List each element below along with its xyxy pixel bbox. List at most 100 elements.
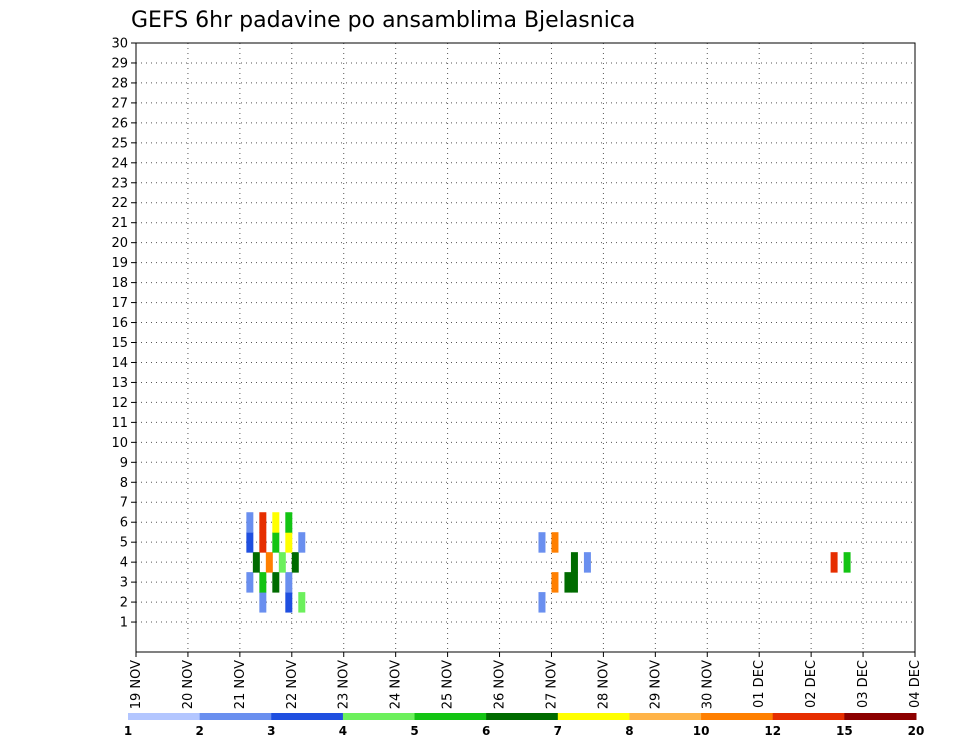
colorbar-label: 20 [908,724,925,738]
heat-cell [285,512,293,533]
x-tick-label: 03 DEC [856,660,871,708]
heat-cell [259,512,267,533]
chart-title: GEFS 6hr padavine po ansamblima Bjelasni… [131,8,635,33]
heat-cell [285,572,293,593]
x-tick-label: 23 NOV [337,660,352,709]
colorbar-swatch [557,713,630,720]
heat-cell [538,592,546,613]
y-tick-label: 11 [111,416,128,431]
colorbar: 1 2 3 4 5 6 7 8 10 12 15 20 [124,713,925,738]
y-tick-label: 15 [111,336,128,351]
y-tick-label: 14 [111,356,128,371]
heat-cell [246,512,254,533]
heat-cell [272,532,280,553]
y-tick-label: 7 [120,496,128,511]
y-tick-label: 17 [111,296,128,311]
x-tick-label: 22 NOV [285,660,300,709]
x-tick-label: 04 DEC [908,660,923,708]
heat-cell [570,552,578,573]
heat-cell [278,552,286,573]
y-tick-label: 5 [120,536,128,551]
colorbar-swatch [844,713,917,720]
x-tick-label: 30 NOV [700,660,715,709]
x-tick-label: 01 DEC [752,660,767,708]
heat-cell [246,572,254,593]
y-tick-label: 30 [111,37,128,52]
colorbar-label: 10 [693,724,710,738]
colorbar-swatch [629,713,702,720]
heat-cell [272,512,280,533]
heat-cell [265,552,273,573]
colorbar-swatch [128,713,201,720]
heat-cell [259,572,267,593]
colorbar-label: 1 [124,724,132,738]
colorbar-swatch [414,713,487,720]
x-tick-label: 27 NOV [544,660,559,709]
heat-cell [259,592,267,613]
x-tick-label: 29 NOV [648,660,663,709]
y-tick-label: 2 [120,596,128,611]
heat-cell [570,572,578,593]
heat-cell [272,572,280,593]
heat-cell [252,552,260,573]
heat-cell [538,532,546,553]
x-tick-label: 21 NOV [233,660,248,709]
y-tick-label: 25 [111,136,128,151]
heat-cell [583,552,591,573]
y-tick-label: 4 [120,556,128,571]
y-tick-label: 27 [111,96,128,111]
heat-cell [246,532,254,553]
heat-cell [843,552,851,573]
y-tick-label: 8 [120,476,128,491]
colorbar-label: 3 [267,724,275,738]
plot-frame [135,42,916,653]
y-axis: 1234567891011121314151617181920212223242… [111,37,136,631]
colorbar-swatch [486,713,559,720]
cells [246,512,851,613]
colorbar-label: 4 [339,724,347,738]
colorbar-label: 7 [554,724,562,738]
y-tick-label: 16 [111,316,128,331]
x-tick-label: 25 NOV [441,660,456,709]
y-tick-label: 23 [111,176,128,191]
colorbar-swatch [772,713,845,720]
colorbar-label: 8 [625,724,633,738]
y-tick-label: 26 [111,116,128,131]
y-tick-label: 1 [120,616,128,631]
y-tick-label: 18 [111,276,128,291]
colorbar-label: 12 [764,724,781,738]
x-tick-label: 26 NOV [493,660,508,709]
y-tick-label: 28 [111,76,128,91]
colorbar-label: 5 [410,724,418,738]
y-tick-label: 22 [111,196,128,211]
colorbar-label: 6 [482,724,490,738]
heat-cell [285,592,293,613]
y-tick-label: 3 [120,576,128,591]
heat-cell [259,532,267,553]
y-tick-label: 6 [120,516,128,531]
y-tick-label: 19 [111,256,128,271]
colorbar-swatch [342,713,416,720]
heat-cell [291,552,299,573]
heat-cell [830,552,838,573]
heat-cell [551,572,559,593]
colorbar-swatch [271,713,344,720]
y-tick-label: 13 [111,376,128,391]
heat-cell [285,532,293,553]
x-tick-label: 24 NOV [389,660,404,709]
y-tick-label: 21 [111,216,128,231]
heat-cell [298,532,306,553]
y-tick-label: 12 [111,396,128,411]
colorbar-label: 15 [836,724,853,738]
y-tick-label: 24 [111,156,128,171]
x-axis: 19 NOV 20 NOV 21 NOV 22 NOV 23 NOV 24 NOV 25 N… [129,652,923,709]
x-tick-label: 28 NOV [596,660,611,709]
heat-cell [298,592,306,613]
y-tick-label: 29 [111,56,128,71]
y-tick-label: 9 [120,456,128,471]
colorbar-swatch [199,713,272,720]
colorbar-swatch [701,713,774,720]
heat-cell [564,572,572,593]
x-tick-label: 02 DEC [804,660,819,708]
